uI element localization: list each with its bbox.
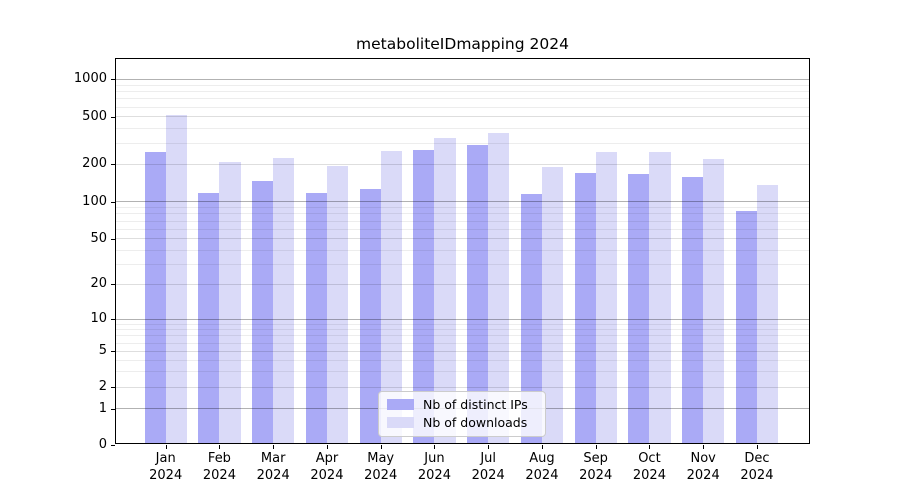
bar--downloads-may-2024 [380,151,402,445]
bar--distinct-ips-jul-2024 [467,144,489,445]
y-tick-20 [111,284,115,285]
bar--downloads-dec-2024 [756,185,779,445]
bar--distinct-ips-sep-2024 [574,173,596,445]
y-tick-2 [111,387,115,388]
y-tick-label-0: 0 [98,436,107,452]
bar--distinct-ips-dec-2024 [735,211,757,445]
y-tick-5 [111,351,115,352]
bar--downloads-jan-2024 [165,115,187,445]
x-tick-jan-2024 [165,444,167,449]
x-tick-label-oct-2024: Oct 2024 [632,451,666,483]
y-tick-label-20: 20 [90,276,107,291]
y-tick-100 [111,201,115,203]
legend-swatch-nb-of-distinct-ips [387,398,414,410]
x-tick-label-jun-2024: Jun 2024 [417,451,451,483]
gridline-600 [115,106,810,108]
x-tick-jun-2024 [434,444,436,449]
bar--distinct-ips-nov-2024 [682,176,704,445]
bar--downloads-mar-2024 [273,157,295,445]
gridline-800 [115,91,810,93]
gridline-1000 [115,78,810,80]
bar--downloads-jul-2024 [488,133,510,445]
bar--downloads-apr-2024 [326,166,349,445]
bar--downloads-feb-2024 [219,162,241,445]
x-tick-oct-2024 [649,444,651,449]
y-tick-label-50: 50 [90,230,107,246]
x-tick-label-sep-2024: Sep 2024 [579,451,613,483]
legend-label-nb-of-distinct-ips: Nb of distinct IPs [423,396,528,412]
gridline-700 [115,98,810,100]
x-tick-label-apr-2024: Apr 2024 [310,451,344,483]
x-tick-label-feb-2024: Feb 2024 [202,451,236,483]
bar--distinct-ips-apr-2024 [305,192,327,445]
x-tick-label-nov-2024: Nov 2024 [686,451,720,483]
bar--distinct-ips-jan-2024 [144,152,166,445]
x-tick-label-dec-2024: Dec 2024 [740,451,774,483]
bar--downloads-jun-2024 [434,137,456,445]
bar--downloads-sep-2024 [595,151,617,445]
y-tick-0 [111,444,115,446]
gridline-300 [115,142,810,144]
legend-label-nb-of-downloads: Nb of downloads [423,414,528,430]
x-tick-label-may-2024: May 2024 [364,451,398,483]
legend: Nb of distinct IPs Nb of downloads [378,390,546,437]
bar--downloads-aug-2024 [541,167,564,445]
bar--distinct-ips-aug-2024 [520,194,542,445]
bar--distinct-ips-oct-2024 [628,174,650,445]
gridline-900 [115,84,810,86]
x-tick-feb-2024 [219,444,221,449]
bar--downloads-nov-2024 [703,158,725,445]
y-tick-label-500: 500 [82,108,107,124]
x-tick-label-mar-2024: Mar 2024 [256,451,290,483]
y-tick-label-1000: 1000 [73,71,107,86]
y-tick-label-1: 1 [98,400,107,416]
x-tick-jul-2024 [488,444,490,449]
bar--distinct-ips-mar-2024 [252,180,274,445]
y-tick-label-2: 2 [98,379,107,394]
x-tick-nov-2024 [703,444,705,449]
x-tick-label-jan-2024: Jan 2024 [149,451,183,483]
x-tick-dec-2024 [756,444,758,449]
x-tick-sep-2024 [595,444,597,449]
y-tick-label-100: 100 [82,193,107,209]
y-tick-1 [111,408,115,410]
gridline-500 [115,116,810,118]
chart-title: metaboliteIDmapping 2024 [356,35,569,53]
x-tick-label-jul-2024: Jul 2024 [471,451,505,483]
y-tick-200 [111,164,115,165]
gridline-400 [115,128,810,130]
x-tick-label-aug-2024: Aug 2024 [525,451,559,483]
bar--downloads-oct-2024 [649,151,671,445]
legend-swatch-nb-of-downloads [387,416,414,428]
plot-area: Nb of distinct IPs Nb of downloads [115,58,810,445]
x-tick-may-2024 [380,444,382,449]
y-tick-label-10: 10 [90,311,107,326]
y-tick-10 [111,319,115,320]
legend-row-nb-of-distinct-ips: Nb of distinct IPs [387,397,537,412]
x-tick-mar-2024 [273,444,275,449]
y-tick-label-5: 5 [98,343,107,358]
x-tick-aug-2024 [541,444,543,449]
y-tick-1000 [111,79,115,80]
y-tick-50 [111,238,115,240]
y-tick-500 [111,116,115,118]
y-tick-label-200: 200 [82,156,107,171]
x-tick-apr-2024 [326,444,328,449]
legend-row-nb-of-downloads: Nb of downloads [387,415,537,430]
bar--distinct-ips-may-2024 [359,189,381,445]
bar--distinct-ips-jun-2024 [413,150,435,445]
bar--distinct-ips-feb-2024 [198,192,220,445]
